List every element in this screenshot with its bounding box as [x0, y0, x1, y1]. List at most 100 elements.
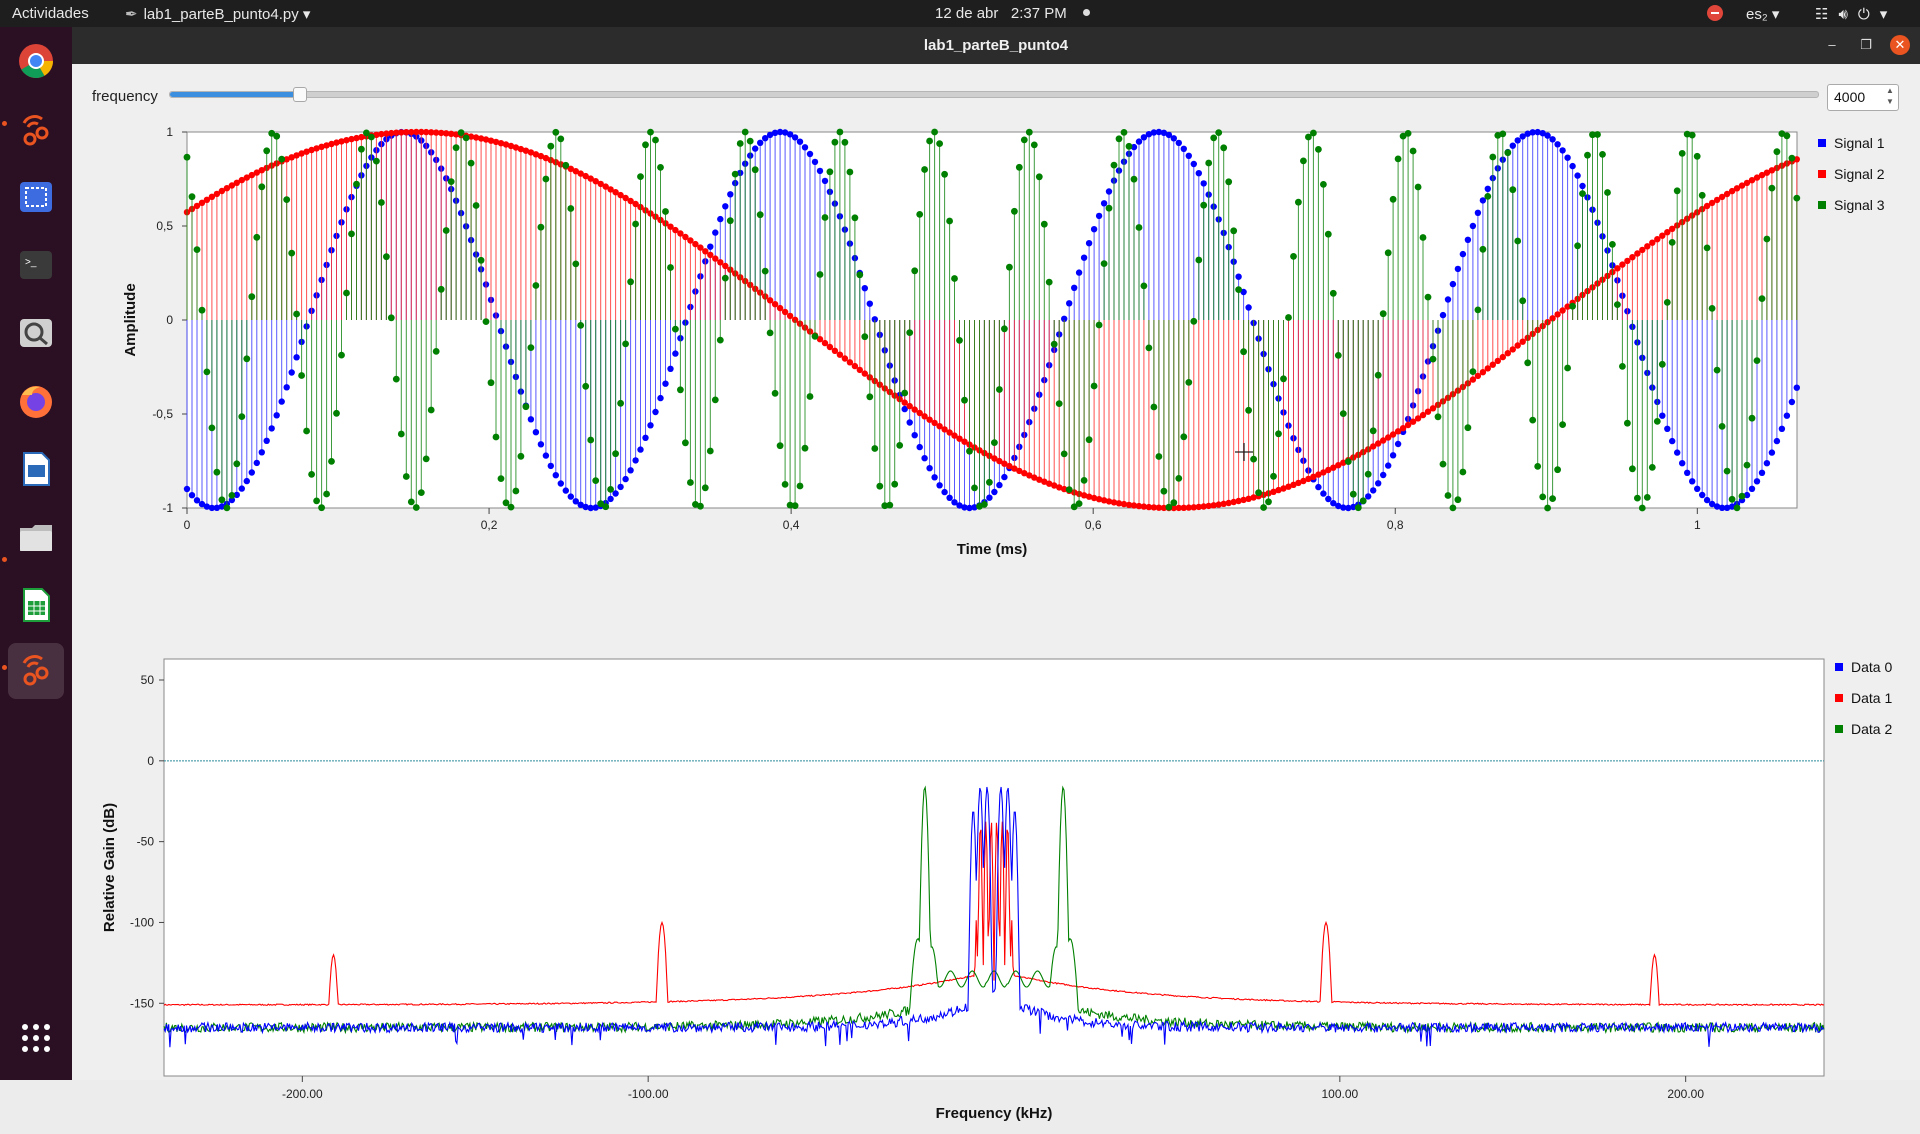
language-menu[interactable]: es₂ ▾	[1746, 6, 1780, 23]
data-point	[228, 496, 236, 504]
legend-swatch	[1835, 725, 1843, 733]
dock: >_	[0, 27, 72, 1080]
frequency-sink-plot[interactable]: 50 0 -50 -100 -150 -200.00 -100.00 100.00 200.00…	[92, 589, 1912, 1134]
slider-handle[interactable]	[292, 87, 307, 102]
dock-gnuradio-active[interactable]	[8, 643, 64, 699]
data-point	[587, 436, 595, 444]
data-point	[1369, 427, 1377, 435]
dock-firefox[interactable]	[8, 375, 64, 431]
data-point	[911, 432, 918, 439]
data-point	[1205, 159, 1213, 167]
data-point	[448, 130, 455, 137]
activities-button[interactable]: Actividades	[12, 5, 89, 22]
data-point	[437, 285, 445, 293]
window-titlebar[interactable]: lab1_parteB_punto4 – ❐ ✕	[72, 27, 1920, 64]
dock-chrome[interactable]	[8, 35, 64, 91]
data-point	[602, 183, 609, 190]
data-point	[1534, 128, 1541, 136]
data-point	[428, 129, 435, 136]
frequency-slider[interactable]	[169, 87, 1819, 102]
do-not-disturb-icon[interactable]	[1707, 5, 1723, 21]
data-point	[1235, 497, 1242, 505]
data-point	[926, 416, 933, 423]
dock-magnifier[interactable]	[8, 307, 64, 363]
data-point	[1245, 406, 1252, 414]
data-point	[961, 396, 968, 404]
clock[interactable]: 12 de abr 2:37 PM	[935, 5, 1090, 22]
dock-files[interactable]	[8, 511, 64, 567]
dock-terminal[interactable]: >_	[8, 239, 64, 295]
data-point	[1285, 483, 1292, 490]
data-point	[403, 129, 410, 136]
data-point	[1100, 200, 1108, 207]
dock-calc[interactable]	[8, 579, 64, 635]
dock-gnuradio[interactable]	[8, 103, 64, 159]
dock-impress[interactable]	[8, 443, 64, 499]
dock-show-apps[interactable]	[8, 1012, 64, 1068]
data-point	[861, 370, 868, 377]
data-point	[228, 492, 236, 499]
data-point	[1389, 452, 1397, 459]
app-menu[interactable]: ✒ lab1_parteB_punto4.py ▾	[125, 5, 310, 23]
data-point	[1773, 148, 1781, 156]
data-point	[1589, 131, 1596, 139]
data-point	[667, 264, 674, 271]
legend-label: Data 1	[1851, 690, 1892, 706]
data-point	[921, 413, 928, 420]
data-point	[1265, 498, 1272, 506]
data-point	[1414, 415, 1422, 422]
system-menu[interactable]: ☷🔊︎⏻▾	[1815, 5, 1897, 23]
data-point	[1100, 260, 1108, 267]
data-point	[991, 488, 998, 496]
data-point	[1564, 303, 1571, 310]
data-point	[1689, 478, 1696, 485]
data-point	[921, 455, 928, 462]
data-point	[1494, 357, 1502, 365]
data-point	[901, 389, 909, 397]
data-point	[333, 409, 340, 417]
data-point	[1070, 503, 1078, 511]
dock-screenshot[interactable]	[8, 171, 64, 227]
data-point	[1634, 494, 1641, 502]
minimize-icon[interactable]: –	[1828, 37, 1836, 52]
data-point	[567, 493, 574, 500]
frequency-spinbox[interactable]: 4000 ▲ ▼	[1827, 84, 1899, 111]
y-tick-label: 0	[147, 754, 154, 768]
data-point	[841, 355, 849, 362]
data-point	[1669, 225, 1676, 232]
data-point	[622, 475, 629, 483]
restore-icon[interactable]: ❐	[1860, 37, 1872, 52]
data-point	[527, 416, 535, 423]
data-point	[806, 150, 814, 158]
data-point	[1374, 371, 1382, 379]
time-sink-plot[interactable]: 1 0,5 0 -0,5 -1 0 0,2 0,4 0,6 0,8 1 Time (ms) Amplit…	[92, 122, 1912, 647]
data-point	[1469, 222, 1477, 230]
data-point	[1150, 129, 1158, 136]
data-point	[931, 474, 938, 481]
data-point	[1464, 236, 1472, 243]
close-icon[interactable]: ✕	[1890, 35, 1910, 55]
gnuradio-active-icon	[22, 655, 49, 686]
data-point	[1320, 181, 1327, 188]
data-point	[1624, 419, 1631, 427]
data-point	[617, 191, 624, 199]
data-point	[422, 455, 430, 463]
data-point	[243, 174, 250, 181]
data-point	[1544, 132, 1551, 139]
data-point	[298, 150, 305, 157]
data-point	[542, 154, 550, 162]
data-point	[387, 314, 395, 322]
spin-arrows-icon[interactable]: ▲ ▼	[1886, 86, 1894, 106]
data-point	[1030, 141, 1038, 149]
data-point	[1105, 204, 1113, 212]
data-point	[557, 480, 564, 487]
data-point	[1061, 315, 1068, 322]
data-point	[1509, 346, 1517, 353]
data-point	[996, 481, 1003, 489]
data-point	[1210, 502, 1217, 509]
data-point	[1345, 504, 1352, 512]
data-point	[627, 278, 634, 286]
data-point	[457, 129, 465, 136]
data-point	[1370, 487, 1377, 494]
y-tick-label: 50	[141, 673, 155, 687]
